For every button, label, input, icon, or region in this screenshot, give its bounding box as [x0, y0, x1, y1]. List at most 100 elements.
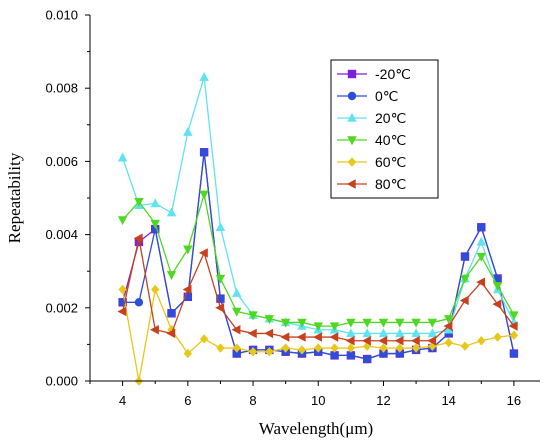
data-point — [231, 325, 241, 335]
data-point — [345, 336, 355, 346]
data-point — [182, 284, 192, 295]
data-point — [410, 336, 420, 346]
data-point — [346, 318, 356, 328]
data-point — [493, 274, 502, 283]
data-point — [476, 277, 486, 287]
data-point — [509, 330, 519, 340]
legend-marker — [346, 179, 356, 189]
legend-marker — [347, 112, 357, 122]
legend-label: -20℃ — [375, 66, 411, 82]
data-point — [362, 354, 372, 364]
data-point — [166, 271, 177, 281]
data-point — [362, 318, 372, 328]
data-point — [492, 282, 503, 292]
data-point — [297, 318, 307, 328]
data-point — [329, 332, 339, 342]
data-point — [314, 343, 323, 353]
y-tick-label: 0.006 — [45, 154, 78, 169]
data-point — [280, 332, 290, 342]
data-point — [477, 336, 486, 346]
x-tick-label: 14 — [441, 393, 455, 408]
series-5 — [117, 233, 518, 346]
data-point — [427, 328, 438, 338]
data-point — [232, 343, 241, 353]
data-point — [476, 252, 487, 262]
data-point — [133, 233, 143, 243]
data-point — [199, 72, 209, 81]
x-tick-label: 4 — [119, 393, 126, 408]
data-point — [330, 351, 339, 360]
data-point — [199, 148, 209, 157]
y-tick-label: 0.002 — [45, 300, 78, 315]
data-point — [460, 274, 470, 284]
data-point — [460, 252, 470, 261]
legend-marker — [347, 136, 357, 146]
x-tick-label: 16 — [507, 393, 521, 408]
data-point — [411, 318, 421, 328]
data-point — [395, 328, 405, 338]
data-point — [183, 245, 193, 255]
data-point — [411, 343, 421, 353]
data-point — [378, 328, 389, 338]
data-point — [493, 332, 502, 342]
x-tick-label: 12 — [376, 393, 390, 408]
data-point — [167, 309, 176, 318]
data-point — [509, 311, 519, 321]
x-tick-label: 8 — [249, 393, 256, 408]
data-point — [215, 274, 226, 284]
data-point — [346, 328, 356, 338]
data-point — [232, 307, 242, 317]
legend-entry: 60℃ — [337, 154, 406, 170]
data-point — [330, 343, 339, 353]
data-point — [395, 343, 404, 353]
data-point — [492, 299, 502, 309]
data-point — [199, 190, 209, 200]
data-point — [395, 349, 404, 358]
legend-box — [330, 59, 439, 199]
series-3 — [117, 190, 519, 332]
y-tick-label: 0.010 — [45, 8, 78, 23]
data-point — [215, 222, 226, 231]
data-point — [166, 328, 176, 339]
data-point — [248, 311, 258, 321]
data-point — [297, 345, 307, 355]
data-point — [280, 318, 291, 328]
data-point — [443, 315, 454, 324]
data-point — [247, 328, 257, 339]
data-point — [117, 152, 128, 162]
legend-label: 80℃ — [375, 176, 406, 192]
data-point — [346, 343, 356, 353]
data-point — [313, 332, 322, 342]
data-point — [232, 349, 241, 358]
data-point — [378, 336, 388, 346]
legend-entry: 0℃ — [337, 88, 399, 104]
data-point — [264, 315, 275, 324]
data-point — [296, 332, 306, 342]
data-point — [509, 349, 519, 358]
data-point — [166, 207, 177, 217]
data-point — [265, 347, 274, 357]
data-point — [134, 197, 144, 207]
legend-marker — [347, 157, 357, 167]
legend-entry: -20℃ — [337, 66, 411, 82]
y-axis-title: Repeatability — [5, 152, 24, 243]
data-point — [394, 336, 404, 346]
data-point — [379, 343, 388, 353]
legend-entry: 80℃ — [337, 176, 406, 192]
data-point — [443, 324, 454, 334]
y-tick-label: 0.000 — [45, 374, 78, 389]
data-point — [118, 284, 127, 295]
data-point — [427, 318, 438, 328]
data-point — [378, 318, 389, 328]
axes-layer: 4 6 8 10 12 14 16 0.000 0.002 0.004 0.006 0.008 0.01… — [45, 8, 540, 408]
data-point — [150, 198, 160, 208]
data-point — [150, 219, 160, 229]
data-point — [459, 295, 469, 306]
legend-marker — [347, 69, 357, 79]
y-tick-label: 0.004 — [45, 227, 78, 242]
x-tick-label: 6 — [184, 393, 191, 408]
data-point — [198, 248, 208, 258]
data-point — [134, 298, 144, 307]
data-point — [477, 223, 486, 232]
